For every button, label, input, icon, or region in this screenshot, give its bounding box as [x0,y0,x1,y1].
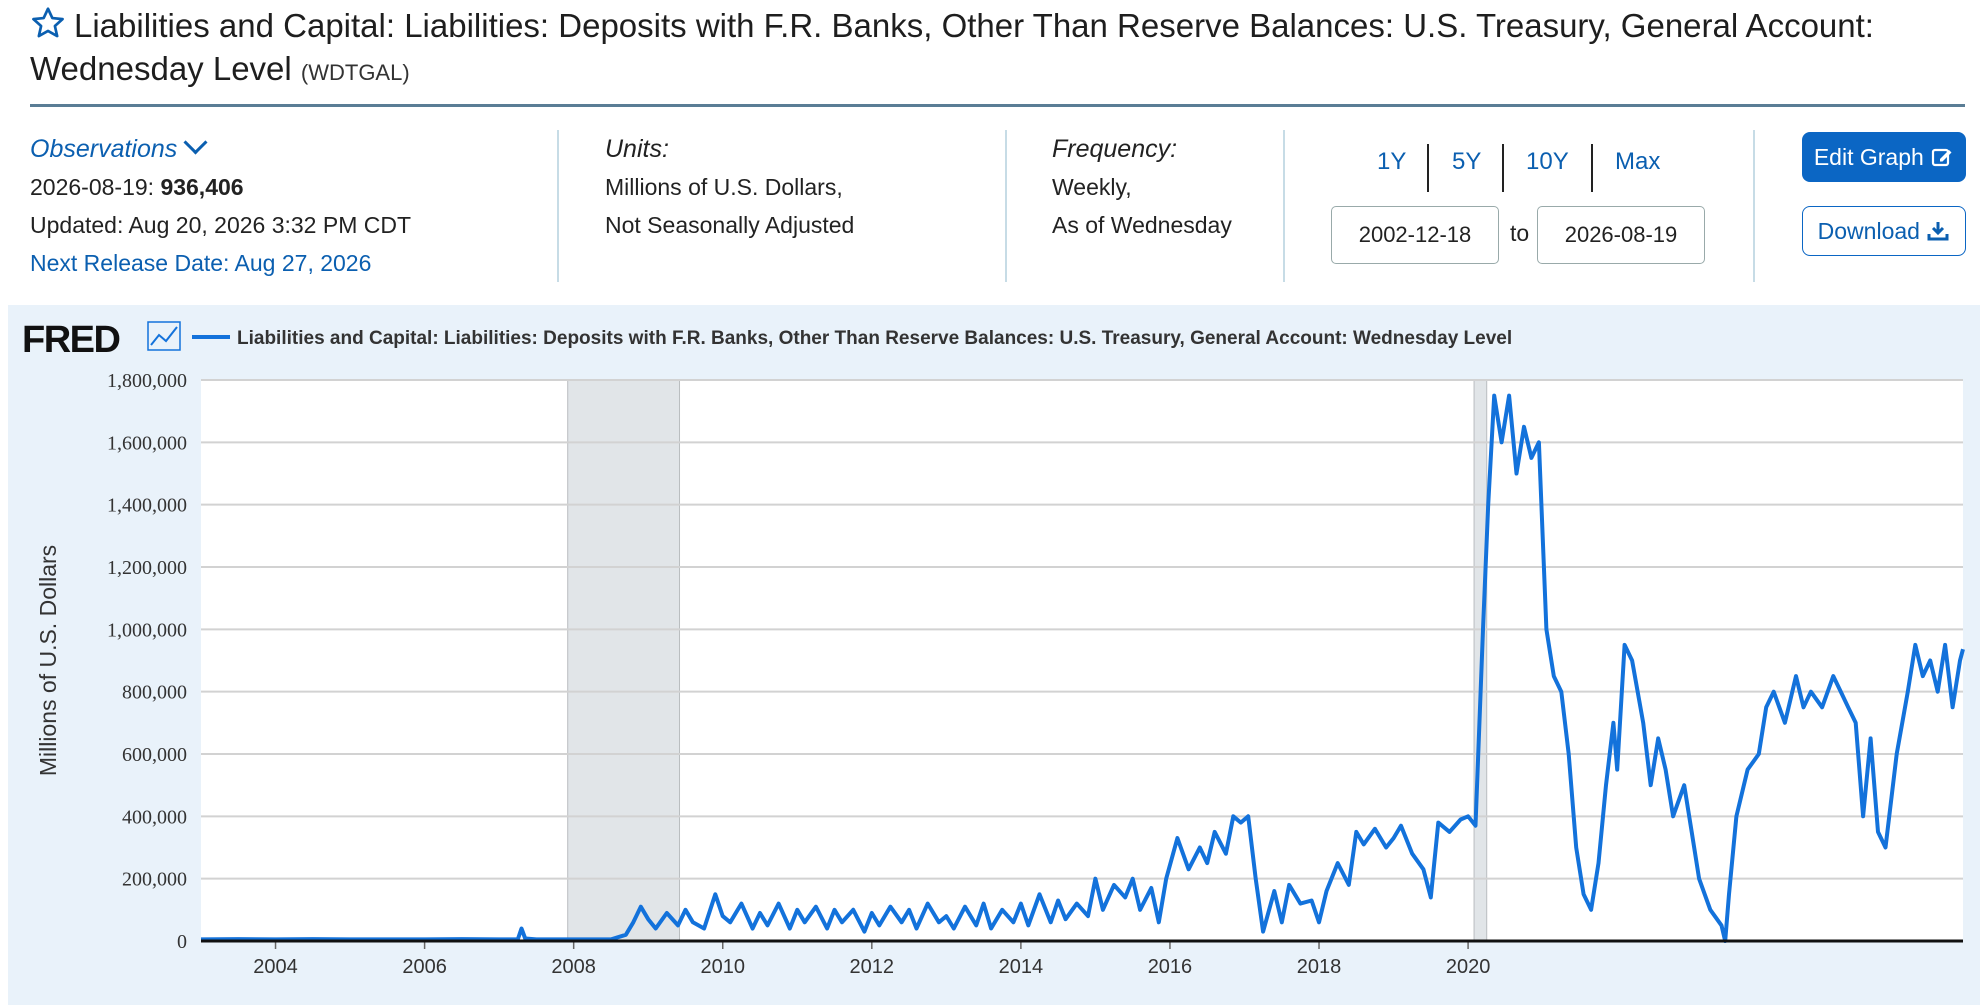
y-tick-label: 1,800,000 [107,370,187,392]
download-label: Download [1817,218,1920,244]
updated-text: Updated: Aug 20, 2026 3:32 PM CDT [30,212,412,238]
recession-band [567,379,681,942]
edit-icon [1932,148,1952,167]
range-separator [1427,144,1429,192]
divider [557,130,559,282]
latest-value: 936,406 [160,174,244,200]
divider [1283,130,1285,282]
range-1y-button[interactable]: 1Y [1377,148,1407,175]
y-tick-label: 1,200,000 [107,557,187,579]
download-icon [1927,222,1949,241]
x-tick-label: 2012 [850,956,895,978]
plot-area [201,380,1963,941]
y-tick-label: 1,400,000 [107,495,187,517]
edit-graph-label: Edit Graph [1813,144,1924,170]
divider [1753,130,1755,282]
x-tick-label: 2018 [1297,956,1342,978]
gridlines [201,379,1963,880]
latest-date: 2026-08-19: [30,174,155,200]
x-tick-label: 2006 [402,956,447,978]
edit-graph-button[interactable]: Edit Graph [1802,132,1966,182]
x-tick-label: 2014 [999,956,1044,978]
y-tick-label: 1,000,000 [107,619,187,641]
download-button[interactable]: Download [1802,206,1966,256]
chart-icon [147,321,181,351]
units-label: Units: [605,135,669,163]
frequency-line2: As of Wednesday [1052,212,1232,238]
range-5y-button[interactable]: 5Y [1452,148,1482,175]
fred-logo: FRED [22,319,120,361]
range-10y-button[interactable]: 10Y [1526,148,1569,175]
end-date-input[interactable] [1537,206,1705,264]
y-axis-ticks: 0 200,000 400,000 600,000 800,000 1,000,000 1,… [107,370,187,953]
next-release-link[interactable]: Next Release Date: Aug 27, 2026 [30,250,372,276]
x-tick-label: 2016 [1148,956,1193,978]
frequency-label: Frequency: [1052,135,1178,163]
x-tick-label: 2020 [1446,956,1491,978]
units-line2: Not Seasonally Adjusted [605,212,855,238]
y-axis-label: Millions of U.S. Dollars [35,545,61,776]
observations-label[interactable]: Observations [30,135,178,163]
y-tick-label: 800,000 [122,682,187,704]
y-tick-label: 400,000 [122,806,187,828]
start-date-input[interactable] [1331,206,1499,264]
y-tick-label: 200,000 [122,869,187,891]
chevron-down-icon[interactable] [183,130,208,155]
series-line[interactable] [200,393,1965,943]
range-buttons: 1Y 5Y 10Y Max [1355,144,1660,192]
series-title: Liabilities and Capital: Liabilities: De… [30,7,1874,87]
series-id: (WDTGAL) [300,60,410,85]
legend-label: Liabilities and Capital: Liabilities: De… [237,328,1512,349]
line-chart[interactable]: FRED Liabilities and Capital: Liabilitie… [8,305,1980,1005]
title-divider [30,104,1965,107]
x-axis-ticks: 2004 2006 2008 2010 2012 2014 2016 2018 2020 [253,941,1490,978]
y-tick-label: 0 [177,931,187,953]
range-separator [1591,144,1593,192]
latest-observation: 2026-08-19: 936,406 [30,168,411,206]
frequency-line1: Weekly, [1052,174,1132,200]
chart-panel: FRED Liabilities and Capital: Liabilitie… [8,305,1980,1005]
divider [1005,130,1007,282]
chart-header: FRED Liabilities and Capital: Liabilitie… [22,319,1512,361]
frequency-block: Frequency: Weekly, As of Wednesday [1052,130,1232,244]
observations-block: Observations 2026-08-19: 936,406 Updated… [30,130,411,282]
title-row: Liabilities and Capital: Liabilities: De… [30,4,1950,94]
star-icon[interactable] [30,5,66,41]
y-tick-label: 1,600,000 [107,432,187,454]
page-title: Liabilities and Capital: Liabilities: De… [30,4,1950,94]
units-block: Units: Millions of U.S. Dollars, Not Sea… [605,130,854,244]
observations-toggle[interactable]: Observations [30,130,411,168]
x-tick-label: 2010 [700,956,745,978]
to-label: to [1510,220,1530,246]
x-tick-label: 2008 [551,956,596,978]
range-separator [1502,144,1504,192]
range-max-button[interactable]: Max [1615,148,1661,175]
x-tick-label: 2004 [253,956,298,978]
y-tick-label: 600,000 [122,744,187,766]
units-line1: Millions of U.S. Dollars, [605,174,843,200]
